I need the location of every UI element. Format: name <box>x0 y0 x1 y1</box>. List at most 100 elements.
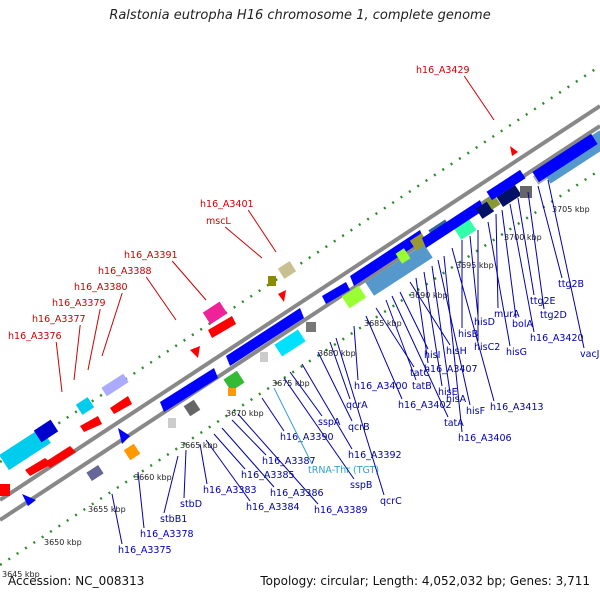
forward-gene-label[interactable]: h16_A3391 <box>124 250 178 261</box>
reverse-gene-label[interactable]: h16_A3402 <box>398 400 452 411</box>
reverse-gene-label[interactable]: h16_A3389 <box>314 505 368 516</box>
gene-arrow[interactable] <box>25 458 52 476</box>
gene-arrow[interactable] <box>350 230 424 286</box>
reverse-gene-label[interactable]: bolA <box>512 319 533 330</box>
reverse-gene-label[interactable]: tatC <box>410 368 430 379</box>
gene-box[interactable] <box>306 322 316 332</box>
reverse-gene-label[interactable]: h16_A3384 <box>246 502 300 513</box>
reverse-gene-label[interactable]: hisD <box>474 317 495 328</box>
label-leader-line <box>73 324 81 381</box>
gene-arrow[interactable] <box>226 308 304 366</box>
forward-gene-label[interactable]: h16_A3379 <box>52 298 106 309</box>
label-leader-line <box>199 443 208 485</box>
reverse-gene-label[interactable]: ttg2B <box>558 279 584 290</box>
label-leader-line <box>213 433 246 470</box>
reverse-gene-label[interactable]: h16_A3387 <box>262 456 316 467</box>
reverse-gene-label[interactable]: hisH <box>446 346 467 357</box>
forward-gene-label[interactable]: h16_A3429 <box>416 65 470 76</box>
gene-box[interactable] <box>0 427 51 471</box>
reverse-gene-label[interactable]: hisG <box>506 347 527 358</box>
reverse-gene-label[interactable]: h16_A3400 <box>354 381 408 392</box>
label-leader-line <box>111 493 123 545</box>
gene-arrow[interactable] <box>322 282 350 304</box>
gene-box[interactable] <box>453 218 477 240</box>
reverse-gene-label[interactable]: vacJ <box>580 349 599 360</box>
gene-box[interactable] <box>223 370 245 392</box>
gene-arrow[interactable] <box>22 494 36 506</box>
gene-box[interactable] <box>274 329 306 357</box>
rna-gene-label[interactable]: tRNA-Thr (TGT) <box>308 465 379 476</box>
reverse-gene-label[interactable]: tatB <box>412 381 432 392</box>
gene-box[interactable] <box>260 352 268 362</box>
gene-arrow[interactable] <box>422 200 484 248</box>
tick-labels: 3645 kbp 3650 kbp 3655 kbp 3660 kbp 3665 kbp… <box>2 205 590 579</box>
gene-box[interactable] <box>228 388 236 396</box>
gene-box[interactable] <box>496 184 522 208</box>
reverse-gene-label[interactable]: stbB1 <box>160 514 187 525</box>
gene-box[interactable] <box>486 169 526 201</box>
gene-box[interactable] <box>0 484 10 496</box>
gene-box[interactable] <box>101 373 129 397</box>
reverse-gene-label[interactable]: h16_A3375 <box>118 545 172 556</box>
reverse-gene-label[interactable]: hisB <box>458 329 478 340</box>
gene-box[interactable] <box>183 399 201 417</box>
label-leader-line <box>353 325 359 381</box>
reverse-gene-label[interactable]: hisE <box>438 387 458 398</box>
reverse-gene-label[interactable]: h16_A3406 <box>458 433 512 444</box>
reverse-gene-label[interactable]: sspA <box>318 417 341 428</box>
reverse-gene-label[interactable]: h16_A3413 <box>490 402 544 413</box>
reverse-gene-label[interactable]: qcrB <box>348 422 370 433</box>
gene-box[interactable] <box>86 464 104 482</box>
gene-box[interactable] <box>485 194 501 210</box>
gene-box[interactable] <box>123 443 141 461</box>
forward-gene-label[interactable]: h16_A3388 <box>98 266 152 277</box>
reverse-gene-label[interactable]: h16_A3385 <box>241 470 295 481</box>
gene-arrow[interactable] <box>510 146 518 156</box>
gene-arrow[interactable] <box>278 290 286 302</box>
reverse-gene-label[interactable]: h16_A3390 <box>280 432 334 443</box>
gene-box[interactable] <box>365 244 433 296</box>
forward-gene-label[interactable]: mscL <box>206 216 231 227</box>
gene-arrow[interactable] <box>190 346 200 358</box>
gene-arrow[interactable] <box>118 428 130 444</box>
reverse-gene-label[interactable]: hisI <box>424 350 440 361</box>
gene-arrow[interactable] <box>110 396 132 414</box>
label-leader-line <box>261 397 285 432</box>
label-leader-line <box>443 255 463 433</box>
gene-arrow[interactable] <box>80 416 102 432</box>
gene-box[interactable] <box>341 285 367 309</box>
tick-label: 3655 kbp <box>88 505 126 514</box>
gene-box[interactable] <box>277 261 297 279</box>
gene-box[interactable] <box>520 186 532 198</box>
gene-box[interactable] <box>395 248 411 264</box>
forward-gene-label[interactable]: h16_A3380 <box>74 282 128 293</box>
gene-box[interactable] <box>168 418 176 428</box>
gene-box[interactable] <box>33 419 59 443</box>
forward-gene-label[interactable]: h16_A3377 <box>32 314 86 325</box>
reverse-gene-label[interactable]: h16_A3420 <box>530 333 584 344</box>
reverse-gene-label[interactable]: hisC2 <box>474 342 500 353</box>
reverse-gene-label[interactable]: h16_A3386 <box>270 488 324 499</box>
gene-arrow[interactable] <box>160 368 218 412</box>
gene-box[interactable] <box>202 301 228 325</box>
gene-box[interactable] <box>75 397 95 415</box>
gene-arrow[interactable] <box>45 446 76 468</box>
reverse-gene-label[interactable]: h16_A3407 <box>424 364 478 375</box>
reverse-gene-label[interactable]: h16_A3392 <box>348 450 402 461</box>
reverse-gene-label[interactable]: stbD <box>180 499 202 510</box>
reverse-gene-label[interactable]: hisF <box>466 406 485 417</box>
tick-label: 3665 kbp <box>180 441 218 450</box>
reverse-gene-label[interactable]: h16_A3378 <box>140 529 194 540</box>
reverse-gene-label[interactable]: ttg2D <box>540 310 567 321</box>
forward-gene-label[interactable]: h16_A3401 <box>200 199 254 210</box>
reverse-gene-label[interactable]: sspB <box>350 480 372 491</box>
reverse-gene-label[interactable]: qcrC <box>380 496 402 507</box>
reverse-gene-label[interactable]: h16_A3383 <box>203 485 257 496</box>
forward-gene-label[interactable]: h16_A3376 <box>8 331 62 342</box>
gene-arrow[interactable] <box>208 316 236 338</box>
reverse-gene-label[interactable]: hisA <box>446 394 467 405</box>
reverse-gene-label[interactable]: tatA <box>444 418 464 429</box>
gene-box[interactable] <box>268 276 276 286</box>
gene-box[interactable] <box>532 133 598 183</box>
reverse-gene-label[interactable]: murA <box>494 309 520 320</box>
